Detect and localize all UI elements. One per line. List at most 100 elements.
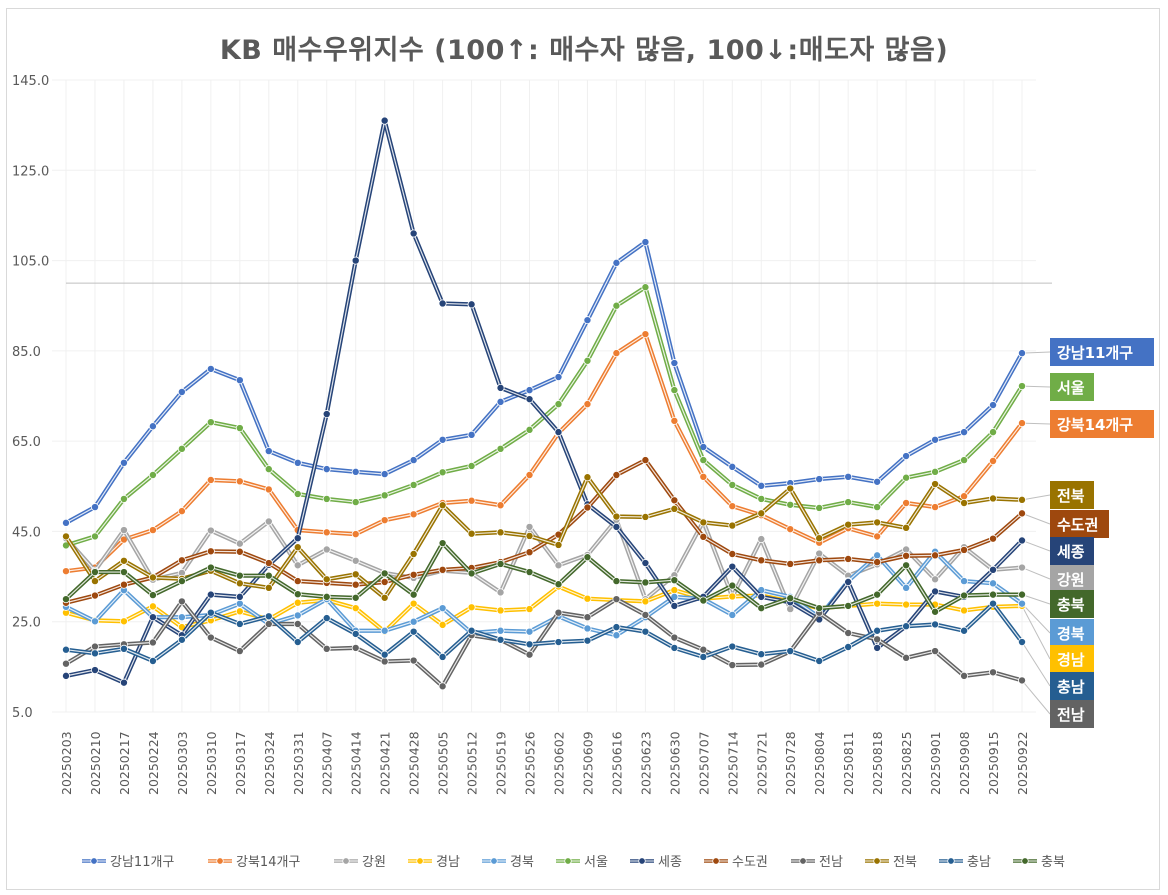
end-label: 수도권 — [1057, 516, 1098, 534]
series-line-inner — [65, 241, 1023, 524]
data-point — [119, 580, 128, 589]
data-point — [119, 494, 128, 503]
data-point — [670, 633, 679, 642]
data-point — [670, 496, 679, 505]
data-point — [235, 579, 244, 588]
data-point — [322, 592, 331, 601]
data-point — [322, 644, 331, 653]
data-point — [525, 470, 534, 479]
data-point — [1018, 382, 1027, 391]
data-point — [757, 494, 766, 503]
end-label-box — [1050, 700, 1094, 728]
series-line-inner — [65, 476, 1023, 599]
legend-marker — [490, 857, 498, 865]
data-point — [206, 364, 215, 373]
legend-marker — [947, 857, 955, 865]
legend-item: 충북 — [1013, 855, 1065, 870]
data-point — [264, 571, 273, 580]
data-point — [148, 573, 157, 582]
data-point — [1018, 563, 1027, 572]
data-point — [62, 671, 71, 680]
data-point — [902, 473, 911, 482]
end-label: 강북14개구 — [1057, 416, 1133, 434]
data-point — [989, 590, 998, 599]
data-point — [496, 397, 505, 406]
x-tick-label: 20250224 — [146, 731, 161, 795]
data-point — [670, 504, 679, 513]
end-label: 세종 — [1057, 543, 1085, 561]
data-point — [467, 529, 476, 538]
data-point — [293, 561, 302, 570]
data-point — [583, 613, 592, 622]
data-point — [525, 627, 534, 636]
data-point — [699, 456, 708, 465]
data-point — [989, 534, 998, 543]
data-point — [554, 540, 563, 549]
data-point — [380, 116, 389, 125]
data-point — [119, 526, 128, 535]
label-connector — [1021, 385, 1051, 388]
end-label-box — [1050, 645, 1094, 673]
data-point — [351, 556, 360, 565]
data-point — [235, 424, 244, 433]
data-point — [293, 489, 302, 498]
data-point — [670, 386, 679, 395]
data-point — [583, 594, 592, 603]
data-point — [177, 577, 186, 586]
y-tick-label: 45.0 — [12, 525, 41, 540]
data-point — [670, 586, 679, 595]
data-point — [554, 580, 563, 589]
data-point — [322, 614, 331, 623]
data-point — [641, 559, 650, 568]
data-point — [554, 428, 563, 437]
data-point — [670, 416, 679, 425]
data-point — [728, 521, 737, 530]
data-point — [815, 534, 824, 543]
data-point — [728, 502, 737, 511]
data-point — [438, 468, 447, 477]
x-tick-label: 20250623 — [638, 731, 653, 795]
data-point — [351, 570, 360, 579]
x-tick-label: 20250818 — [870, 731, 885, 795]
data-point — [612, 512, 621, 521]
data-point — [380, 491, 389, 500]
data-point — [786, 594, 795, 603]
data-point — [786, 500, 795, 509]
data-point — [931, 435, 940, 444]
data-point — [873, 503, 882, 512]
data-point — [902, 452, 911, 461]
data-point — [438, 539, 447, 548]
data-point — [119, 458, 128, 467]
x-tick-label: 20250421 — [378, 731, 393, 795]
data-point — [873, 599, 882, 608]
data-point — [873, 477, 882, 486]
data-point — [757, 509, 766, 518]
end-label: 강남11개구 — [1057, 344, 1133, 362]
data-point — [351, 643, 360, 652]
label-connector — [1021, 539, 1051, 552]
end-label-box — [1050, 619, 1094, 647]
data-point — [235, 376, 244, 385]
label-connector — [1021, 512, 1051, 525]
data-point — [612, 623, 621, 632]
series-line-inner — [65, 542, 1022, 613]
data-point — [409, 570, 418, 579]
data-point — [467, 430, 476, 439]
data-point — [902, 583, 911, 592]
data-point — [612, 258, 621, 267]
data-point — [844, 554, 853, 563]
data-point — [119, 678, 128, 687]
data-point — [989, 599, 998, 608]
data-point — [989, 428, 998, 437]
data-point — [90, 503, 99, 512]
data-point — [989, 579, 998, 588]
legend-item: 강북14개구 — [208, 855, 300, 870]
data-point — [293, 611, 302, 620]
data-point — [786, 605, 795, 614]
x-tick-label: 20250915 — [986, 731, 1001, 795]
x-tick-label: 20250616 — [609, 731, 624, 795]
data-point — [206, 526, 215, 535]
data-point — [873, 590, 882, 599]
y-tick-label: 25.0 — [12, 616, 41, 631]
data-point — [873, 518, 882, 527]
